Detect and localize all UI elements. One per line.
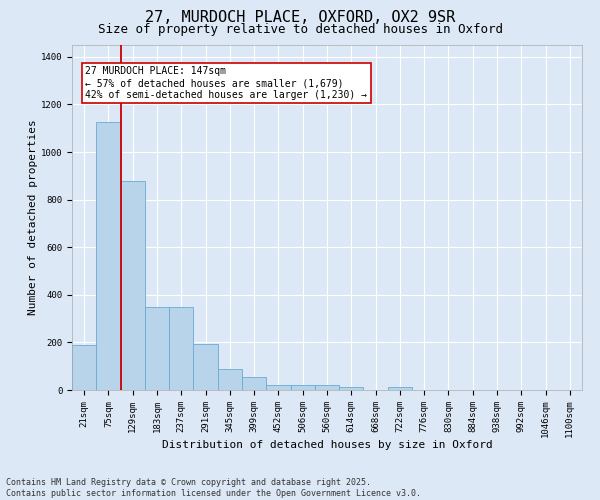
Bar [339,387,364,390]
Bar [96,122,121,390]
Bar [218,368,242,390]
Y-axis label: Number of detached properties: Number of detached properties [28,120,38,316]
Bar [169,306,193,390]
Bar [290,385,315,390]
Text: Contains HM Land Registry data © Crown copyright and database right 2025.
Contai: Contains HM Land Registry data © Crown c… [6,478,421,498]
Bar [72,345,96,390]
Bar [145,306,169,390]
X-axis label: Distribution of detached houses by size in Oxford: Distribution of detached houses by size … [161,440,493,450]
Text: 27, MURDOCH PLACE, OXFORD, OX2 9SR: 27, MURDOCH PLACE, OXFORD, OX2 9SR [145,10,455,25]
Bar [388,387,412,390]
Text: 27 MURDOCH PLACE: 147sqm
← 57% of detached houses are smaller (1,679)
42% of sem: 27 MURDOCH PLACE: 147sqm ← 57% of detach… [85,66,367,100]
Bar [315,385,339,390]
Bar [242,377,266,390]
Bar [121,180,145,390]
Text: Size of property relative to detached houses in Oxford: Size of property relative to detached ho… [97,22,503,36]
Bar [266,385,290,390]
Bar [193,344,218,390]
